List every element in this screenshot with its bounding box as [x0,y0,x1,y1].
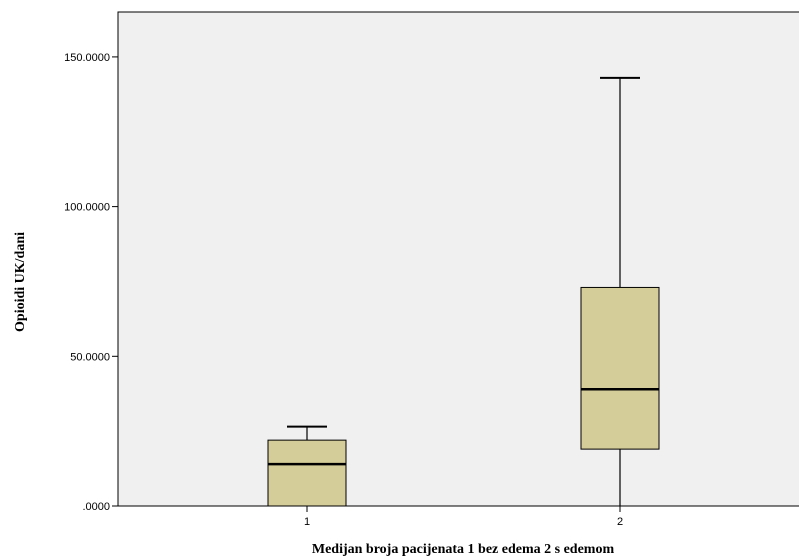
x-axis-label: Medijan broja pacijenata 1 bez edema 2 s… [312,542,615,557]
y-tick-label: 100.0000 [64,202,110,214]
y-tick-label: 50.0000 [70,351,110,363]
box-group-1 [267,425,347,507]
x-tick-label: 1 [304,516,310,528]
box-group-2 [580,76,660,506]
y-axis: .0000 50.0000 100.0000 150.0000 [64,52,118,513]
y-tick-label: .0000 [82,501,110,513]
x-tick-label: 2 [617,516,623,528]
iqr-box [580,286,660,450]
y-axis-label: Opioidi UK/dani [13,232,28,332]
boxes [267,76,660,507]
y-tick-label: 150.0000 [64,52,110,64]
plot-area [117,11,799,507]
iqr-box [267,439,347,507]
